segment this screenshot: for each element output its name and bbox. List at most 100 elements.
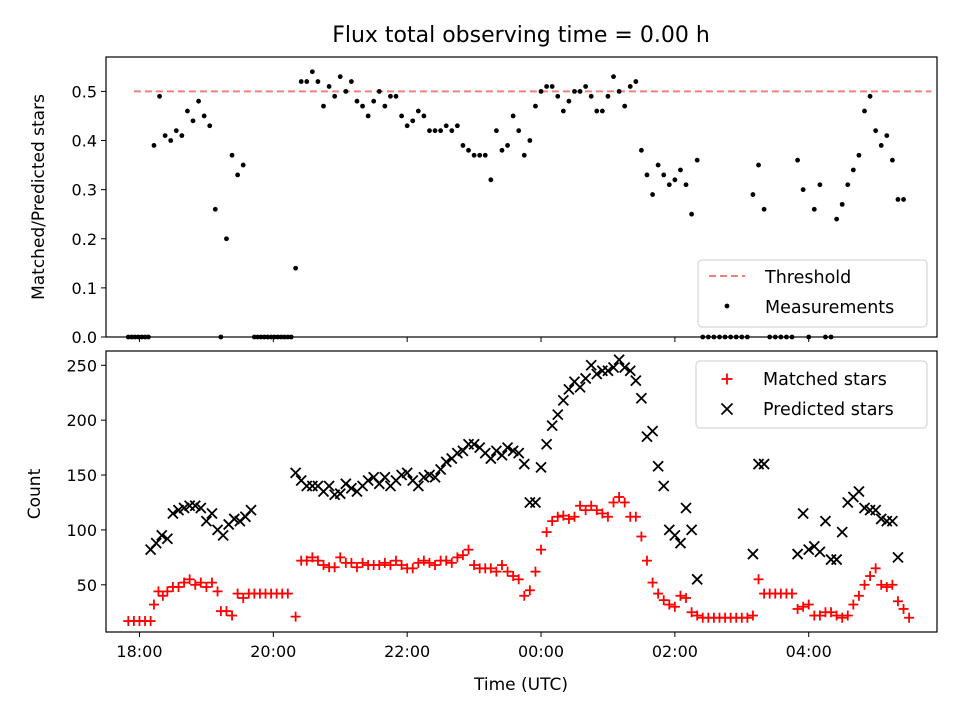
predicted-stars-point	[563, 383, 575, 396]
measurement-point	[683, 182, 689, 188]
measurement-point	[622, 103, 628, 109]
matched-stars-point	[145, 616, 156, 627]
matched-stars-point	[792, 603, 803, 614]
measurement-point	[605, 93, 611, 99]
predicted-stars-point	[150, 537, 162, 549]
measurement-point	[337, 74, 343, 80]
measurement-point	[588, 93, 594, 99]
predicted-stars-point	[195, 502, 207, 514]
measurement-point	[304, 79, 310, 84]
measurement-point	[201, 113, 207, 119]
measurement-point	[533, 103, 538, 109]
measurement-point	[800, 187, 806, 193]
top-panel-title: Flux total observing time = 0.00 h	[332, 23, 710, 48]
measurement-point	[315, 79, 321, 84]
predicted-stars-point	[591, 368, 603, 380]
matched-stars-point	[413, 557, 424, 568]
matched-stars-point	[569, 511, 580, 522]
y-tick-label: 150	[66, 466, 97, 485]
predicted-stars-point	[401, 467, 413, 479]
measurement-point	[555, 93, 561, 99]
matched-stars-point	[898, 603, 909, 614]
measurement-point	[326, 84, 332, 89]
threshold-legend-label: Threshold	[764, 268, 851, 288]
predicted-stars-point	[217, 529, 229, 542]
predicted-stars-point	[635, 392, 648, 404]
matched-stars-point	[491, 566, 502, 577]
measurement-point	[454, 123, 460, 129]
bottom-legend-box	[695, 360, 928, 429]
matched-stars-point	[232, 588, 243, 599]
measurement-point	[795, 157, 800, 163]
measurement-point	[162, 133, 168, 138]
measurement-point	[878, 143, 884, 148]
matched-stars-point	[335, 552, 346, 563]
measurement-point	[348, 79, 354, 84]
matched-stars-point	[469, 560, 480, 571]
matched-stars-point	[162, 586, 173, 597]
matched-stars-point	[379, 557, 390, 568]
bottom-y-ticks: 50 100 150 200 250	[66, 356, 106, 595]
matched-stars-point	[669, 601, 680, 612]
matched-stars-point	[630, 511, 641, 522]
predicted-stars-point	[797, 507, 809, 520]
matched-stars-point	[586, 500, 597, 511]
measurement-point	[471, 152, 477, 158]
predicted-stars-point	[289, 467, 302, 479]
measurement-point	[443, 123, 449, 129]
measurement-point	[438, 128, 444, 134]
predicted-stars-point	[680, 502, 692, 514]
matched-stars-point	[826, 607, 837, 618]
top-legend-box	[697, 259, 928, 328]
measurement-point	[466, 147, 471, 153]
measurement-point	[173, 128, 179, 134]
matched-stars-point	[519, 590, 530, 601]
top-legend: Threshold Measurements	[697, 259, 928, 328]
measurement-point	[594, 108, 600, 114]
predicted-stars-point	[853, 485, 865, 498]
predicted-stars-point	[468, 438, 480, 450]
measurement-point	[678, 167, 683, 173]
measurement-point	[157, 93, 162, 99]
y-tick-label: 0.0	[72, 328, 97, 347]
measurement-point	[611, 74, 616, 80]
matched-stars-point	[485, 563, 496, 574]
measurements-legend-label: Measurements	[765, 298, 894, 318]
matched-stars-point	[786, 588, 797, 599]
matched-stars-point	[301, 555, 312, 566]
bottom-panel: 50 100 150 200 250 18:00 20:00 22:00 00:00 02:00…	[25, 350, 938, 695]
predicted-stars-point	[607, 361, 620, 374]
matched-stars-point	[195, 577, 206, 588]
measurement-point	[477, 152, 483, 158]
measurement-point	[750, 192, 756, 197]
matched-stars-legend-label: Matched stars	[763, 370, 887, 390]
matched-stars-point	[190, 579, 201, 590]
predicted-stars-point	[574, 381, 586, 393]
predicted-stars-point	[685, 524, 698, 536]
matched-stars-point	[463, 544, 474, 555]
measurement-point	[151, 143, 157, 148]
measurement-point	[482, 152, 488, 158]
matched-stars-point	[201, 581, 212, 592]
matched-stars-point	[848, 599, 859, 610]
matched-stars-point	[407, 563, 418, 574]
x-tick-label: 22:00	[384, 642, 430, 661]
predicted-stars-point	[529, 496, 542, 509]
matched-stars-legend-swatch	[721, 373, 733, 385]
matched-stars-point	[221, 606, 232, 617]
x-tick-label: 18:00	[116, 642, 162, 661]
measurement-point	[235, 172, 241, 178]
measurement-point	[343, 88, 349, 94]
matched-stars-point	[153, 586, 164, 597]
predicted-stars-point	[323, 480, 335, 492]
measurement-point	[850, 167, 856, 173]
predicted-stars-point	[624, 365, 636, 377]
measurement-point	[224, 236, 229, 242]
predicted-stars-point	[691, 573, 703, 585]
matched-stars-point	[876, 579, 887, 590]
predicted-stars-point	[674, 537, 687, 549]
matched-stars-point	[870, 563, 881, 574]
matched-stars-point	[312, 555, 323, 566]
predicted-stars-point	[557, 394, 569, 407]
